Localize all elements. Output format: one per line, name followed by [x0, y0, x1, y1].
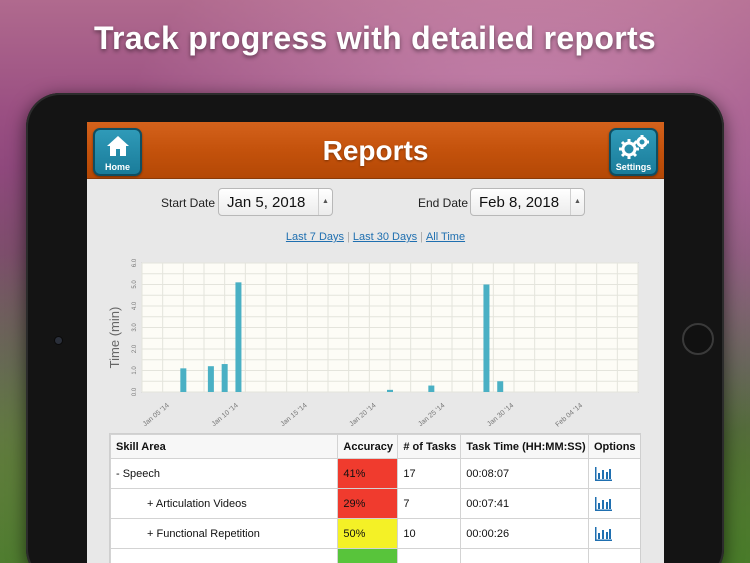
accuracy-cell: 41%	[337, 458, 399, 489]
options-cell	[587, 458, 640, 489]
chart-bar	[207, 366, 214, 392]
settings-button[interactable]: Settings	[609, 128, 658, 176]
table-row[interactable]: + Articulation Videos 29% 7 00:07:41	[110, 488, 640, 519]
page-title: Reports	[322, 135, 429, 166]
column-header-options: Options	[587, 434, 640, 459]
tasks-cell	[397, 548, 462, 563]
gears-icon	[618, 135, 649, 159]
end-date-label: End Date	[418, 196, 469, 210]
chart-bar	[428, 385, 435, 392]
skills-table-container: Skill Area Accuracy # of Tasks Task Time…	[109, 433, 641, 563]
time-cell	[460, 548, 589, 563]
x-tick-label: Feb 04 '14	[554, 402, 584, 429]
accuracy-cell	[337, 548, 399, 563]
options-cell	[587, 488, 640, 519]
app-screen: Home Reports Settings Star	[87, 122, 664, 563]
chart-bar	[235, 282, 242, 392]
house-icon	[106, 136, 129, 156]
time-cell: 00:07:41	[460, 488, 589, 519]
x-tick-label: Jan 30 '14	[486, 402, 515, 428]
table-header-row: Skill Area Accuracy # of Tasks Task Time…	[110, 434, 640, 459]
skill-cell[interactable]	[110, 548, 339, 563]
y-tick-label: 1.0	[132, 366, 138, 375]
column-header-tasks: # of Tasks	[397, 434, 462, 459]
options-cell	[587, 548, 640, 563]
skill-cell[interactable]: + Articulation Videos	[110, 488, 339, 519]
time-cell: 00:08:07	[460, 458, 589, 489]
options-cell	[587, 518, 640, 549]
bar-chart-icon[interactable]	[594, 466, 612, 481]
home-button[interactable]: Home	[93, 128, 142, 176]
time-chart-svg: 0.0 1.0 2.0 3.0 4.0 5.0 6.0 Time (min) Jan 05 '1…	[107, 258, 639, 429]
home-label: Home	[104, 162, 130, 172]
promo-headline: Track progress with detailed reports	[93, 20, 657, 56]
chart-bar	[180, 368, 187, 392]
chart-bar	[221, 364, 228, 392]
bar-chart-icon[interactable]	[594, 526, 612, 541]
skills-table: Skill Area Accuracy # of Tasks Task Time…	[110, 434, 640, 563]
chevron-updown-icon: ▲	[570, 189, 584, 215]
camera-icon	[55, 337, 62, 344]
end-date-picker[interactable]: Feb 8, 2018 ▲	[470, 188, 585, 216]
y-tick-label: 2.0	[132, 344, 138, 353]
end-date-value: Feb 8, 2018	[479, 194, 560, 211]
link-separator: |	[420, 231, 423, 243]
x-tick-label: Jan 05 '14	[142, 402, 171, 428]
y-tick-label: 3.0	[132, 323, 138, 332]
last-30-days-link[interactable]: Last 30 Days	[352, 231, 418, 243]
y-tick-label: 5.0	[132, 280, 138, 289]
x-tick-label: Jan 20 '14	[348, 402, 377, 428]
time-chart: 0.0 1.0 2.0 3.0 4.0 5.0 6.0 Time (min) Jan 05 '1…	[97, 258, 652, 434]
tasks-cell: 10	[397, 518, 462, 549]
table-row[interactable]	[110, 548, 640, 563]
start-date-label: Start Date	[161, 196, 216, 210]
column-header-accuracy: Accuracy	[337, 434, 399, 459]
y-tick-label: 0.0	[132, 387, 138, 396]
skill-cell[interactable]: + Functional Repetition	[110, 518, 339, 549]
settings-label: Settings	[615, 162, 652, 172]
tasks-cell: 17	[397, 458, 462, 489]
bar-chart-icon[interactable]	[594, 496, 612, 511]
chevron-updown-icon: ▲	[318, 189, 332, 215]
range-links: Last 7 Days | Last 30 Days | All Time	[87, 231, 664, 243]
y-tick-label: 4.0	[132, 301, 138, 310]
x-tick-label: Jan 10 '14	[211, 402, 240, 428]
skill-cell[interactable]: - Speech	[110, 458, 339, 489]
table-row[interactable]: + Functional Repetition 50% 10 00:00:26	[110, 518, 640, 549]
chart-bar	[387, 389, 393, 392]
start-date-picker[interactable]: Jan 5, 2018 ▲	[218, 188, 333, 216]
date-filter-row: Start Date Jan 5, 2018 ▲ End Date Feb 8,…	[87, 188, 664, 216]
x-tick-label: Jan 25 '14	[417, 402, 446, 428]
app-header: Home Reports Settings	[87, 122, 664, 179]
all-time-link[interactable]: All Time	[425, 231, 466, 243]
last-7-days-link[interactable]: Last 7 Days	[285, 231, 345, 243]
y-tick-label: 6.0	[132, 259, 138, 267]
time-cell: 00:00:26	[460, 518, 589, 549]
chart-bar	[483, 284, 490, 392]
column-header-skill-area: Skill Area	[110, 434, 339, 459]
table-row[interactable]: - Speech 41% 17 00:08:07	[110, 458, 640, 489]
accuracy-cell: 50%	[337, 518, 399, 549]
tasks-cell: 7	[397, 488, 462, 519]
chart-bar	[497, 381, 504, 392]
device-home-button[interactable]	[682, 323, 714, 355]
column-header-task-time: Task Time (HH:MM:SS)	[460, 434, 589, 459]
y-axis-label: Time (min)	[107, 307, 122, 369]
accuracy-cell: 29%	[337, 488, 399, 519]
x-tick-label: Jan 15 '14	[280, 402, 309, 428]
link-separator: |	[347, 231, 350, 243]
start-date-value: Jan 5, 2018	[227, 194, 306, 211]
